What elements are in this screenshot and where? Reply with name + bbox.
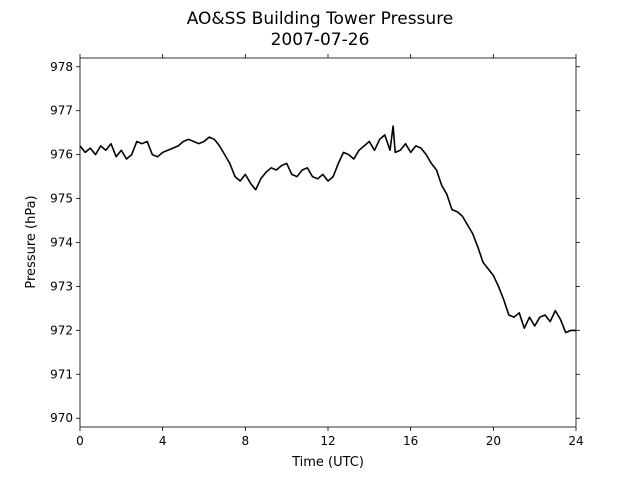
x-tick-label: 0 <box>76 434 84 448</box>
y-tick-label: 973 <box>50 279 73 293</box>
y-tick-label: 971 <box>50 367 73 381</box>
x-tick-label: 4 <box>159 434 167 448</box>
y-axis: 970 971 972 973 974 975 976 977 978 <box>50 60 580 425</box>
x-tick-label: 20 <box>486 434 501 448</box>
y-tick-label: 978 <box>50 60 73 74</box>
x-axis-label: Time (UTC) <box>291 455 364 470</box>
y-tick-label: 972 <box>50 323 73 337</box>
chart-title: AO&SS Building Tower Pressure <box>187 9 454 29</box>
y-tick-label: 975 <box>50 192 73 206</box>
y-tick-label: 977 <box>50 104 73 118</box>
x-tick-label: 12 <box>320 434 335 448</box>
pressure-series-line <box>79 125 576 334</box>
x-tick-label: 8 <box>242 434 250 448</box>
y-tick-label: 974 <box>50 236 73 250</box>
x-tick-label: 16 <box>403 434 418 448</box>
y-tick-label: 976 <box>50 148 73 162</box>
y-tick-label: 970 <box>50 411 73 425</box>
x-tick-label: 24 <box>568 434 583 448</box>
plot-frame <box>79 57 577 428</box>
x-axis: 0 4 8 12 16 20 24 <box>76 54 584 448</box>
y-axis-label: Pressure (hPa) <box>24 195 39 288</box>
chart-subtitle: 2007-07-26 <box>271 30 370 50</box>
